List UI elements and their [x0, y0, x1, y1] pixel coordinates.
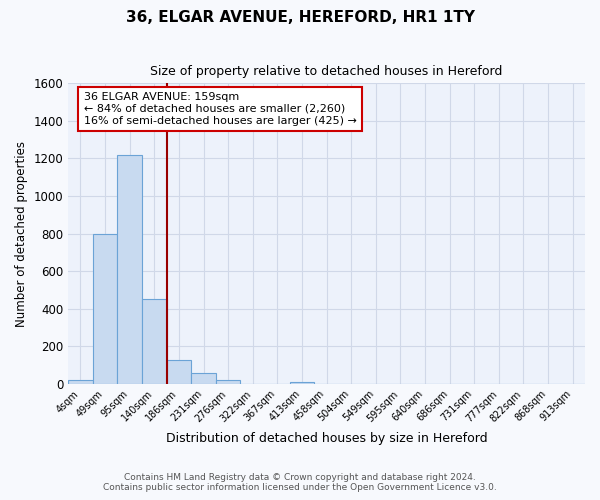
Bar [191, 373, 216, 384]
Bar [142, 300, 167, 384]
Y-axis label: Number of detached properties: Number of detached properties [15, 140, 28, 326]
Bar [93, 234, 118, 384]
Text: Contains HM Land Registry data © Crown copyright and database right 2024.
Contai: Contains HM Land Registry data © Crown c… [103, 473, 497, 492]
Bar [167, 360, 191, 384]
Bar [290, 382, 314, 384]
X-axis label: Distribution of detached houses by size in Hereford: Distribution of detached houses by size … [166, 432, 487, 445]
Bar [216, 380, 241, 384]
Bar [118, 154, 142, 384]
Title: Size of property relative to detached houses in Hereford: Size of property relative to detached ho… [151, 65, 503, 78]
Text: 36 ELGAR AVENUE: 159sqm
← 84% of detached houses are smaller (2,260)
16% of semi: 36 ELGAR AVENUE: 159sqm ← 84% of detache… [83, 92, 356, 126]
Text: 36, ELGAR AVENUE, HEREFORD, HR1 1TY: 36, ELGAR AVENUE, HEREFORD, HR1 1TY [125, 10, 475, 25]
Bar [68, 380, 93, 384]
